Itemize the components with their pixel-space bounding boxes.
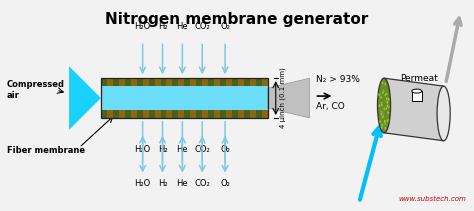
Text: N₂ > 93%: N₂ > 93% xyxy=(317,75,360,84)
Text: Compressed
air: Compressed air xyxy=(7,80,64,100)
Bar xyxy=(125,110,131,118)
Text: Permeat: Permeat xyxy=(400,74,438,83)
Ellipse shape xyxy=(386,97,388,100)
Polygon shape xyxy=(268,78,310,118)
Bar xyxy=(101,78,107,86)
Ellipse shape xyxy=(381,103,383,106)
Bar xyxy=(256,110,262,118)
Text: Ar, CO: Ar, CO xyxy=(317,102,345,111)
Ellipse shape xyxy=(384,127,386,130)
Bar xyxy=(244,78,250,86)
Bar xyxy=(173,110,178,118)
Ellipse shape xyxy=(380,96,382,99)
Ellipse shape xyxy=(388,105,390,108)
Bar xyxy=(101,86,268,110)
Text: O₂: O₂ xyxy=(220,145,230,154)
Bar xyxy=(412,91,422,101)
Ellipse shape xyxy=(384,120,386,124)
Text: CO₂: CO₂ xyxy=(194,23,210,31)
Text: Fiber membrane: Fiber membrane xyxy=(7,146,85,155)
Bar xyxy=(220,110,226,118)
Bar xyxy=(148,110,155,118)
Text: H₂: H₂ xyxy=(158,23,167,31)
Ellipse shape xyxy=(381,126,383,129)
Text: CO₂: CO₂ xyxy=(194,179,210,188)
Ellipse shape xyxy=(379,120,381,123)
Ellipse shape xyxy=(378,93,381,96)
Ellipse shape xyxy=(383,120,386,123)
Text: Nitrogen membrane generator: Nitrogen membrane generator xyxy=(105,12,369,27)
Ellipse shape xyxy=(381,111,383,114)
Ellipse shape xyxy=(387,98,390,101)
Bar xyxy=(137,78,143,86)
Bar xyxy=(161,110,166,118)
Bar xyxy=(184,78,190,86)
Text: H₂O: H₂O xyxy=(135,145,151,154)
Bar xyxy=(125,78,131,86)
Bar xyxy=(113,78,119,86)
Ellipse shape xyxy=(382,114,384,118)
Ellipse shape xyxy=(383,108,385,111)
Ellipse shape xyxy=(384,122,386,125)
Ellipse shape xyxy=(381,113,383,116)
Text: He: He xyxy=(176,145,188,154)
Ellipse shape xyxy=(385,107,387,110)
Ellipse shape xyxy=(382,81,383,84)
Bar xyxy=(232,78,238,86)
Ellipse shape xyxy=(386,119,388,122)
Text: O₂: O₂ xyxy=(220,179,230,188)
Ellipse shape xyxy=(384,93,386,97)
Ellipse shape xyxy=(382,115,384,119)
Bar xyxy=(161,78,166,86)
Ellipse shape xyxy=(385,92,388,96)
Ellipse shape xyxy=(412,89,422,93)
Bar xyxy=(101,78,268,86)
Ellipse shape xyxy=(387,118,389,122)
Text: He: He xyxy=(176,23,188,31)
Bar xyxy=(184,110,190,118)
Bar xyxy=(137,110,143,118)
Bar xyxy=(101,78,268,118)
Text: 4 μinch (0.1 mm): 4 μinch (0.1 mm) xyxy=(280,68,286,128)
Bar xyxy=(113,110,119,118)
Text: www.substech.com: www.substech.com xyxy=(399,196,466,202)
Text: H₂O: H₂O xyxy=(135,179,151,188)
Text: H₂: H₂ xyxy=(158,179,167,188)
Ellipse shape xyxy=(381,124,383,127)
Bar xyxy=(208,110,214,118)
Polygon shape xyxy=(384,78,444,141)
Ellipse shape xyxy=(437,86,450,141)
Text: H₂O: H₂O xyxy=(135,23,151,31)
Bar xyxy=(256,78,262,86)
Ellipse shape xyxy=(382,91,384,94)
Ellipse shape xyxy=(381,103,383,107)
Bar xyxy=(196,110,202,118)
Ellipse shape xyxy=(379,103,382,106)
Ellipse shape xyxy=(380,102,383,105)
Ellipse shape xyxy=(377,78,391,133)
Polygon shape xyxy=(69,66,101,130)
Bar xyxy=(244,110,250,118)
Ellipse shape xyxy=(386,104,388,107)
Text: O₂: O₂ xyxy=(220,23,230,31)
Text: H₂: H₂ xyxy=(158,145,167,154)
Bar xyxy=(173,78,178,86)
Bar xyxy=(196,78,202,86)
Ellipse shape xyxy=(384,83,386,86)
Bar xyxy=(220,78,226,86)
Ellipse shape xyxy=(383,89,384,93)
Bar xyxy=(208,78,214,86)
Text: He: He xyxy=(176,179,188,188)
Ellipse shape xyxy=(378,104,381,107)
Bar xyxy=(101,110,268,118)
Ellipse shape xyxy=(386,101,388,104)
Bar xyxy=(148,78,155,86)
Ellipse shape xyxy=(381,103,383,106)
Ellipse shape xyxy=(387,111,389,114)
Ellipse shape xyxy=(386,99,388,102)
Bar xyxy=(232,110,238,118)
Text: CO₂: CO₂ xyxy=(194,145,210,154)
Ellipse shape xyxy=(381,123,383,126)
Bar xyxy=(101,110,107,118)
